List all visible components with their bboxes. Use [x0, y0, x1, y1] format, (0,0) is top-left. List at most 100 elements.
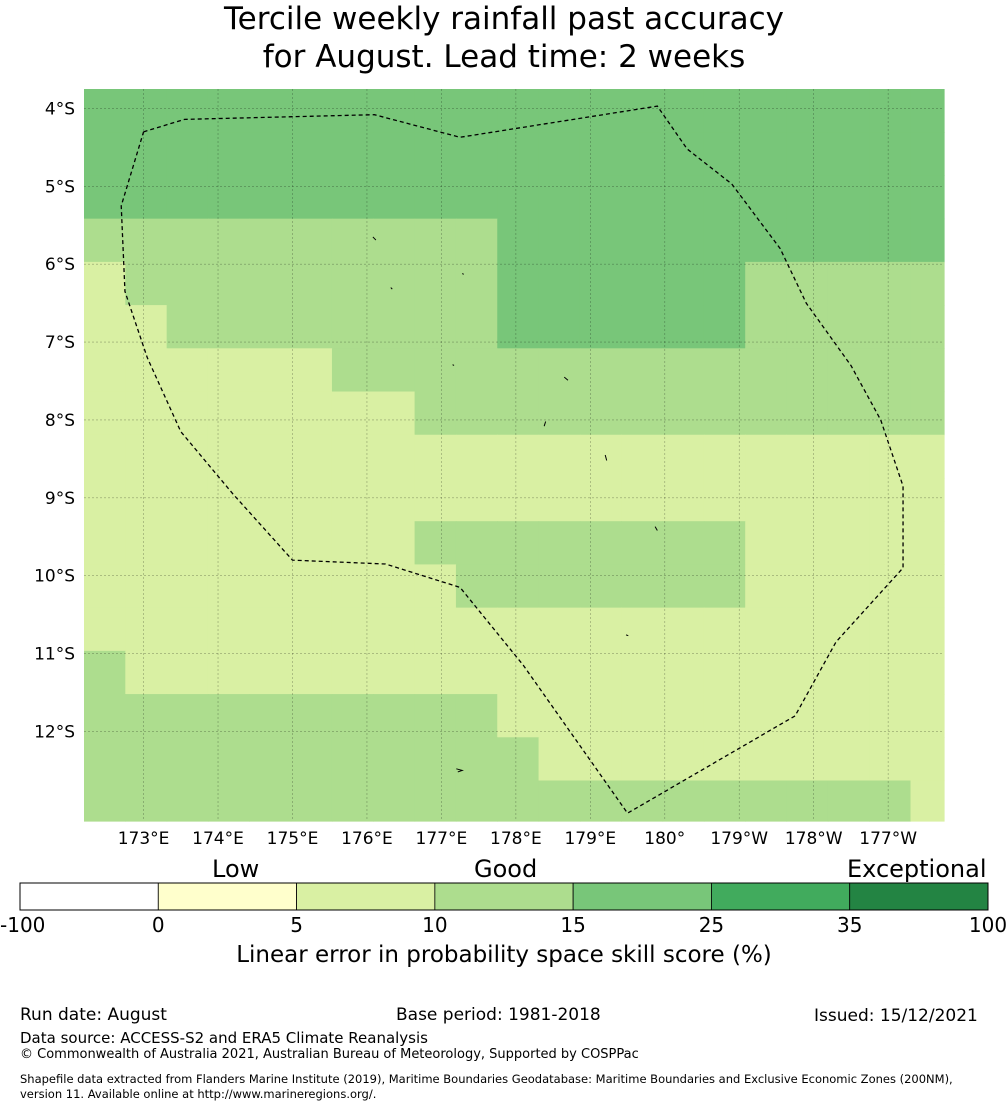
colorbar-segment: [711, 882, 851, 911]
grid-cell: [414, 434, 457, 479]
grid-cell: [331, 348, 374, 393]
grid-cell: [786, 261, 829, 306]
grid-cell: [373, 261, 416, 306]
grid-cell: [538, 780, 581, 822]
grid-cell: [497, 477, 540, 522]
grid-cell: [827, 521, 870, 566]
grid-cell: [621, 650, 664, 695]
grid-cell: [414, 175, 457, 220]
grid-cell: [455, 521, 498, 566]
grid-cell: [414, 564, 457, 609]
grid-cell: [166, 737, 209, 782]
grid-cell: [166, 650, 209, 695]
grid-cell: [290, 89, 333, 133]
grid-cell: [538, 218, 581, 263]
grid-cell: [827, 780, 870, 822]
grid-cell: [786, 348, 829, 393]
grid-cell: [703, 305, 746, 349]
grid-cell: [662, 391, 705, 436]
grid-cell: [621, 305, 664, 349]
islands: [372, 236, 658, 773]
grid-cell: [786, 564, 829, 609]
grid-cell: [579, 737, 622, 782]
grid-cell: [703, 348, 746, 393]
grid-cell: [331, 132, 374, 177]
grid-cell: [249, 132, 292, 177]
grid-cell: [84, 348, 126, 393]
longitude-tick-label: 174°E: [192, 829, 244, 849]
grid-cell: [497, 521, 540, 566]
grid-cell: [166, 89, 209, 133]
longitude-tick-label: 178°W: [785, 829, 843, 849]
grid-cell: [84, 521, 126, 566]
grid-cell: [414, 607, 457, 652]
colorbar-segment: [296, 882, 436, 911]
grid-cell: [786, 780, 829, 822]
grid-cell: [455, 175, 498, 220]
grid-cell: [331, 607, 374, 652]
grid-cell: [125, 737, 168, 782]
grid-cell: [869, 305, 912, 349]
grid-cell: [703, 694, 746, 738]
grid-cell: [662, 218, 705, 263]
grid-cell: [249, 564, 292, 609]
grid-cell: [538, 737, 581, 782]
axis-ticks: 173°E 174°E 175°E 176°E 177°E 178°E 179°E 180° 1…: [34, 99, 917, 849]
grid-cell: [827, 175, 870, 220]
grid-cell: [910, 694, 945, 738]
grid-cell: [290, 348, 333, 393]
grid-cell: [745, 348, 788, 393]
grid-cell: [497, 391, 540, 436]
grid-cell: [331, 391, 374, 436]
grid-cell: [703, 564, 746, 609]
grid-cell: [827, 305, 870, 349]
grid-cell: [84, 305, 126, 349]
grid-cell: [579, 261, 622, 306]
grid-cell: [745, 218, 788, 263]
grid-cell: [910, 175, 945, 220]
grid-cell: [84, 261, 126, 306]
grid-cell: [786, 477, 829, 522]
data-source: Data source: ACCESS-S2 and ERA5 Climate …: [20, 1029, 428, 1047]
grid-cell: [455, 780, 498, 822]
grid-cell: [414, 694, 457, 738]
grid-cell: [662, 521, 705, 566]
grid-cell: [910, 607, 945, 652]
grid-cell: [869, 132, 912, 177]
grid-cell: [290, 434, 333, 479]
grid-cell: [290, 607, 333, 652]
grid-cell: [249, 434, 292, 479]
grid-cell: [125, 694, 168, 738]
grid-cell: [745, 261, 788, 306]
grid-cell: [662, 175, 705, 220]
grid-cell: [84, 694, 126, 738]
colorbar-label: Linear error in probability space skill …: [236, 942, 772, 968]
grid-cell: [414, 737, 457, 782]
grid-cell: [84, 607, 126, 652]
grid-cell: [538, 348, 581, 393]
grid-cell: [207, 261, 250, 306]
grid-cell: [910, 348, 945, 393]
grid-cell: [579, 305, 622, 349]
grid-cell: [84, 650, 126, 695]
grid-cell: [290, 132, 333, 177]
grid-cell: [290, 564, 333, 609]
grid-cell: [414, 780, 457, 822]
grid-cell: [786, 391, 829, 436]
grid-cell: [745, 564, 788, 609]
grid-cell: [84, 89, 126, 133]
grid-cell: [249, 261, 292, 306]
grid-cell: [249, 391, 292, 436]
grid-cell: [455, 737, 498, 782]
grid-cell: [827, 218, 870, 263]
grid-cell: [703, 391, 746, 436]
grid-cell: [827, 89, 870, 133]
grid-cell: [703, 434, 746, 479]
grid-cell: [579, 564, 622, 609]
colorbar-boundary-label: 35: [836, 913, 863, 937]
grid-cell: [538, 132, 581, 177]
grid-cell: [538, 434, 581, 479]
grid-cell: [455, 477, 498, 522]
longitude-tick-label: 173°E: [118, 829, 170, 849]
grid-cell: [249, 694, 292, 738]
